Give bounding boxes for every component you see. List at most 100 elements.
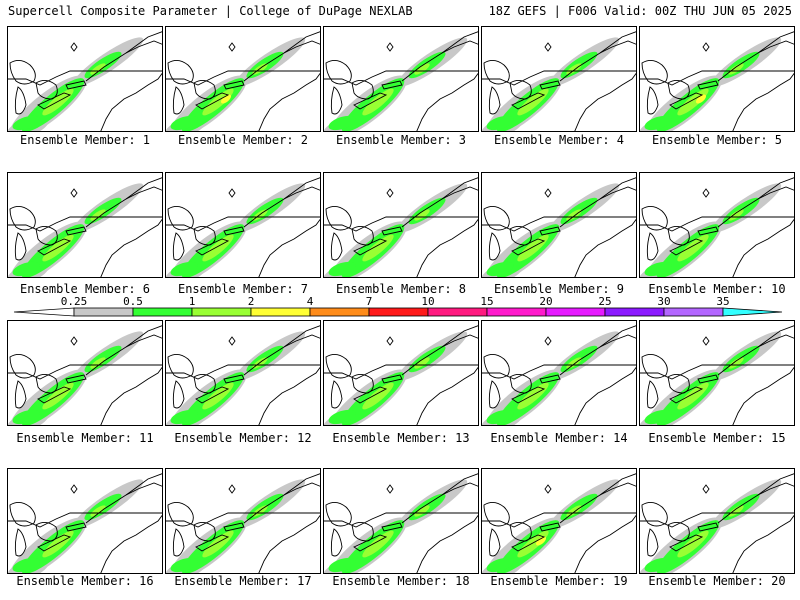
atlantic-coastline bbox=[732, 218, 794, 277]
atlantic-coastline bbox=[574, 218, 636, 277]
lake-michigan-outline bbox=[488, 380, 501, 409]
us-canada-border bbox=[640, 512, 794, 528]
lake-michigan-outline bbox=[330, 380, 343, 409]
ensemble-member-label: Ensemble Member: 5 bbox=[651, 133, 783, 147]
lake-huron-outline bbox=[667, 80, 690, 100]
ensemble-member-label: Ensemble Member: 19 bbox=[490, 574, 628, 588]
colorbar-segment bbox=[545, 307, 606, 317]
lake-ontario-outline bbox=[697, 374, 719, 384]
gaspe-outline bbox=[283, 482, 320, 496]
colorbar-tick-label: 25 bbox=[598, 295, 611, 308]
island-diamond bbox=[228, 42, 236, 52]
island-diamond bbox=[70, 42, 78, 52]
colorbar-tick-label: 0.25 bbox=[61, 295, 88, 308]
island-diamond bbox=[702, 484, 710, 494]
lake-huron-outline bbox=[193, 80, 216, 100]
geo-boundaries bbox=[482, 31, 636, 131]
scp-contours bbox=[640, 183, 782, 277]
island-diamond bbox=[70, 188, 78, 198]
scp-shade-yellow bbox=[221, 94, 231, 104]
ensemble-map-panel bbox=[481, 172, 637, 278]
us-canada-border bbox=[324, 216, 478, 232]
lake-superior-outline bbox=[167, 354, 194, 379]
gaspe-outline bbox=[599, 186, 636, 200]
scp-contours bbox=[482, 479, 620, 573]
lake-ontario-outline bbox=[223, 226, 245, 236]
atlantic-coastline bbox=[258, 514, 320, 573]
island-diamond bbox=[544, 336, 552, 346]
colorbar-segment bbox=[132, 307, 193, 317]
colorbar-tick-label: 20 bbox=[539, 295, 552, 308]
ensemble-map-panel bbox=[165, 320, 321, 426]
us-canada-border bbox=[8, 216, 162, 232]
lake-erie-outline bbox=[195, 92, 230, 110]
lake-erie-outline bbox=[195, 386, 230, 404]
ensemble-member-label: Ensemble Member: 3 bbox=[335, 133, 467, 147]
ensemble-map-panel bbox=[165, 468, 321, 574]
scp-shade-light-green bbox=[42, 357, 106, 410]
island-diamond bbox=[386, 42, 394, 52]
lake-ontario-outline bbox=[65, 522, 87, 532]
lake-ontario-outline bbox=[539, 374, 561, 384]
scp-shade-light-green bbox=[517, 357, 582, 410]
ensemble-map-panel bbox=[481, 320, 637, 426]
us-canada-border bbox=[324, 364, 478, 380]
ensemble-member-label: Ensemble Member: 18 bbox=[332, 574, 470, 588]
ensemble-map-panel bbox=[165, 26, 321, 132]
lake-michigan-outline bbox=[646, 528, 659, 557]
gaspe-outline bbox=[599, 40, 636, 54]
geo-boundaries bbox=[8, 473, 162, 573]
lake-superior-outline bbox=[9, 60, 36, 85]
lake-michigan-outline bbox=[172, 380, 185, 409]
ensemble-member-label: Ensemble Member: 4 bbox=[493, 133, 625, 147]
lake-erie-outline bbox=[37, 386, 72, 404]
gaspe-outline bbox=[757, 186, 794, 200]
scp-contours bbox=[8, 331, 144, 425]
gaspe-outline bbox=[125, 186, 162, 200]
lake-superior-outline bbox=[641, 502, 668, 527]
us-canada-border bbox=[482, 70, 636, 86]
atlantic-coastline bbox=[100, 72, 162, 131]
ensemble-member-label: Ensemble Member: 12 bbox=[174, 431, 312, 445]
colorbar-segment bbox=[309, 307, 370, 317]
ensemble-map-panel bbox=[639, 26, 795, 132]
lake-huron-outline bbox=[509, 374, 532, 394]
geo-boundaries bbox=[482, 473, 636, 573]
lake-superior-outline bbox=[325, 206, 352, 231]
geo-boundaries bbox=[324, 473, 478, 573]
colorbar-tick-label: 7 bbox=[366, 295, 373, 308]
lake-erie-outline bbox=[353, 238, 388, 256]
scp-contours bbox=[8, 183, 144, 277]
atlantic-coastline bbox=[416, 218, 478, 277]
map-svg bbox=[166, 177, 320, 277]
us-canada-border bbox=[482, 364, 636, 380]
geo-boundaries bbox=[8, 177, 162, 277]
lake-huron-outline bbox=[667, 522, 690, 542]
lake-michigan-outline bbox=[488, 232, 501, 261]
geo-boundaries bbox=[640, 473, 794, 573]
lake-huron-outline bbox=[193, 226, 216, 246]
island-diamond bbox=[70, 484, 78, 494]
lake-superior-outline bbox=[325, 502, 352, 527]
us-canada-border bbox=[324, 70, 478, 86]
atlantic-coastline bbox=[732, 514, 794, 573]
ensemble-member-label: Ensemble Member: 2 bbox=[177, 133, 309, 147]
colorbar-tick-label: 1 bbox=[189, 295, 196, 308]
lake-erie-outline bbox=[37, 92, 72, 110]
geo-boundaries bbox=[166, 177, 320, 277]
lake-erie-outline bbox=[353, 386, 388, 404]
lake-ontario-outline bbox=[65, 374, 87, 384]
lake-superior-outline bbox=[641, 354, 668, 379]
ensemble-member-label: Ensemble Member: 13 bbox=[332, 431, 470, 445]
lake-huron-outline bbox=[351, 80, 374, 100]
colorbar-tick-label: 4 bbox=[307, 295, 314, 308]
ensemble-member-label: Ensemble Member: 17 bbox=[174, 574, 312, 588]
scp-contours bbox=[8, 479, 144, 573]
colorbar-tick-label: 30 bbox=[657, 295, 670, 308]
lake-huron-outline bbox=[667, 226, 690, 246]
lake-michigan-outline bbox=[488, 86, 501, 115]
ensemble-member-label: Ensemble Member: 14 bbox=[490, 431, 628, 445]
scp-contours bbox=[324, 479, 468, 573]
island-diamond bbox=[228, 484, 236, 494]
lake-michigan-outline bbox=[14, 380, 27, 409]
